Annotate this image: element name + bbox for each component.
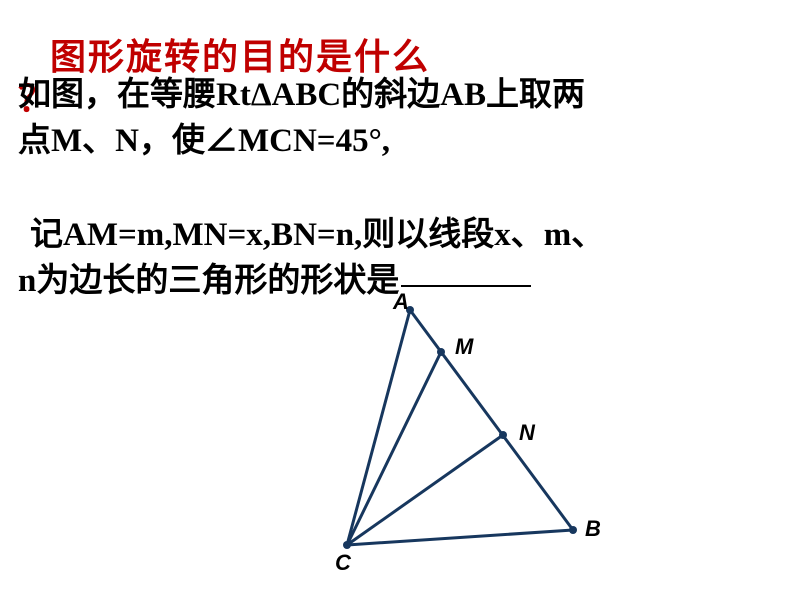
vertex-label-B: B bbox=[585, 516, 601, 542]
problem-line4-prefix: n为边长的三角形的形状是 bbox=[18, 263, 399, 299]
vertex-label-A: A bbox=[393, 289, 409, 315]
problem-line1: 如图，在等腰RtΔABC的斜边AB上取两 bbox=[18, 72, 585, 118]
answer-blank bbox=[401, 285, 531, 287]
vertex-label-M: M bbox=[455, 334, 473, 360]
problem-line2: 点M、N，使∠MCN=45°, bbox=[18, 118, 390, 164]
diagram-svg bbox=[285, 300, 615, 580]
triangle-diagram: AMNBC bbox=[285, 300, 615, 580]
problem-line4: n为边长的三角形的形状是 bbox=[18, 258, 531, 304]
problem-line3: 记AM=m,MN=x,BN=n,则以线段x、m、 bbox=[30, 212, 604, 258]
vertex-label-C: C bbox=[335, 550, 351, 576]
vertex-label-N: N bbox=[519, 420, 535, 446]
